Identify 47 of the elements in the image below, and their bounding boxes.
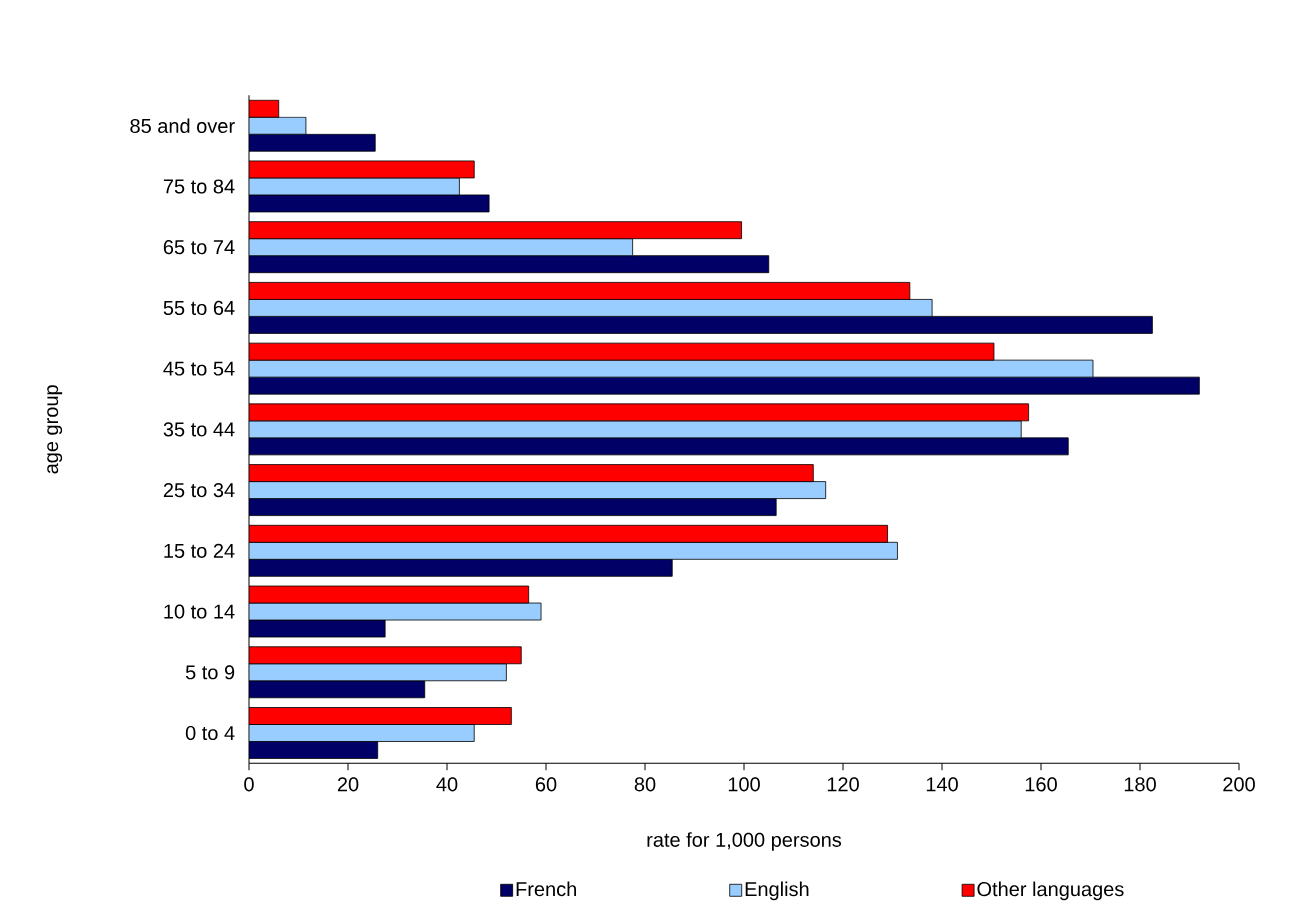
bar bbox=[249, 221, 742, 240]
bar bbox=[249, 498, 777, 516]
bar bbox=[249, 299, 933, 317]
x-tick-label: 80 bbox=[634, 777, 656, 792]
y-tick-label: 25 to 34 bbox=[163, 483, 235, 498]
x-tick-label: 160 bbox=[1025, 777, 1057, 792]
x-tick-label: 140 bbox=[926, 777, 958, 792]
legend-label: French bbox=[516, 881, 576, 897]
bar bbox=[249, 481, 827, 499]
x-tick-label: 40 bbox=[436, 777, 458, 792]
y-tick-label: 10 to 14 bbox=[164, 604, 235, 619]
x-tick-label: 60 bbox=[535, 777, 557, 792]
bar bbox=[249, 707, 512, 725]
bar bbox=[249, 464, 814, 482]
x-tick-label: 200 bbox=[1223, 777, 1255, 792]
y-tick-label: 5 to 9 bbox=[185, 665, 235, 680]
x-tick-label: 120 bbox=[827, 777, 859, 792]
bar bbox=[249, 724, 475, 742]
bar bbox=[249, 558, 673, 577]
bar bbox=[249, 524, 888, 543]
bar bbox=[249, 741, 379, 759]
x-axis-title: rate for 1,000 persons bbox=[647, 832, 842, 851]
bar bbox=[249, 646, 522, 665]
legend-label: Other languages bbox=[977, 881, 1124, 901]
y-tick-label: 55 to 64 bbox=[163, 300, 235, 315]
y-tick-label: 0 to 4 bbox=[185, 725, 235, 741]
bar bbox=[249, 316, 1153, 334]
y-tick-label: 75 to 84 bbox=[163, 179, 235, 194]
y-tick-label: 35 to 44 bbox=[163, 422, 235, 437]
legend-label: English bbox=[745, 881, 809, 901]
bar bbox=[249, 680, 426, 699]
bar bbox=[249, 133, 376, 152]
bar bbox=[249, 116, 307, 135]
bar bbox=[249, 238, 634, 257]
bar bbox=[249, 663, 507, 682]
x-tick-label: 180 bbox=[1124, 777, 1156, 792]
y-tick-label: 85 and over bbox=[130, 118, 235, 134]
bar bbox=[249, 282, 911, 300]
y-tick-label: 15 to 24 bbox=[164, 543, 235, 558]
bar bbox=[249, 541, 898, 560]
y-tick-label: 65 to 74 bbox=[163, 240, 235, 255]
x-tick-label: 100 bbox=[728, 777, 760, 792]
x-tick-label: 0 bbox=[244, 777, 254, 792]
y-tick-label: 45 to 54 bbox=[163, 361, 235, 376]
bar bbox=[249, 255, 770, 274]
y-axis-title: age group bbox=[47, 385, 63, 474]
x-tick-label: 20 bbox=[337, 777, 359, 792]
